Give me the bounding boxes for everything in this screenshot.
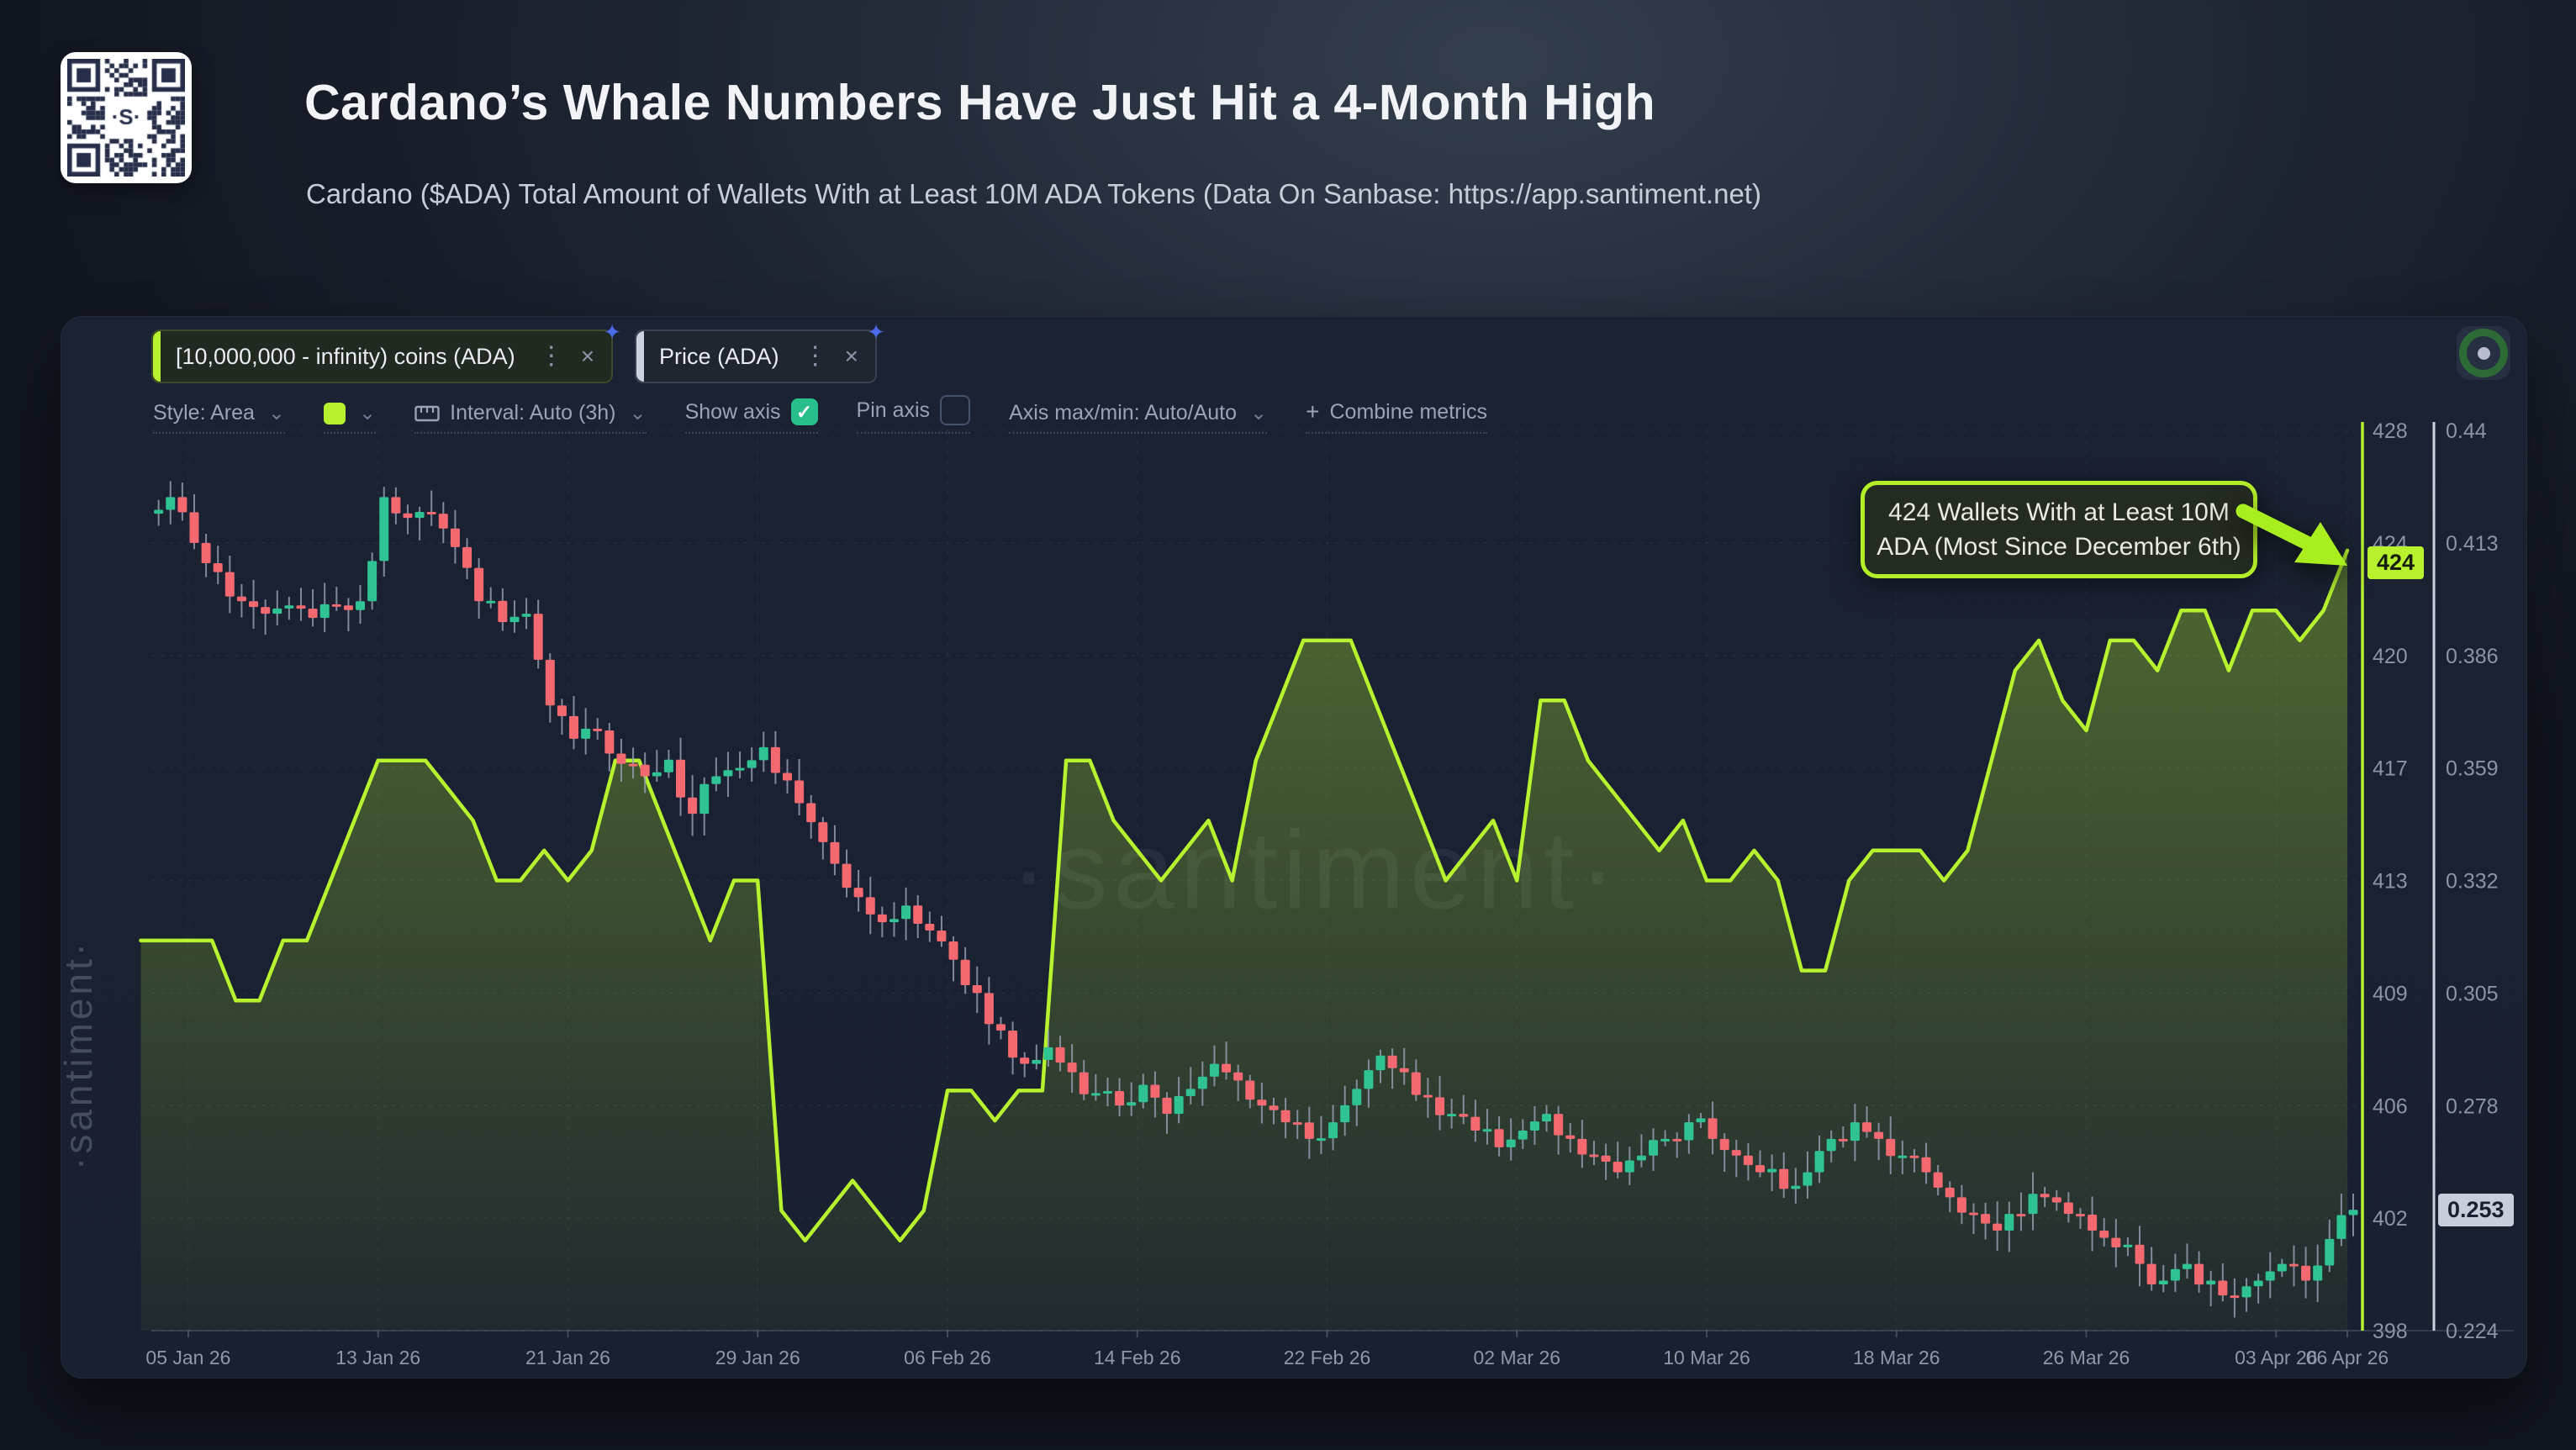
candlestick-series-price <box>154 481 2358 1318</box>
svg-text:398: 398 <box>2373 1320 2408 1343</box>
show-axis-label: Show axis <box>684 399 781 424</box>
svg-text:0.278: 0.278 <box>2446 1094 2499 1118</box>
svg-text:428: 428 <box>2373 419 2408 443</box>
svg-text:10 Mar 26: 10 Mar 26 <box>1663 1347 1750 1368</box>
annotation-line1: 424 Wallets With at Least 10M <box>1888 498 2230 526</box>
chip-close-icon[interactable]: × <box>844 343 858 369</box>
chip-menu-icon[interactable]: ⋮ <box>802 342 828 370</box>
metric-chip-label: Price (ADA) <box>659 343 779 369</box>
svg-text:0.44: 0.44 <box>2446 419 2487 443</box>
checkbox-unchecked-icon[interactable] <box>940 395 971 425</box>
svg-text:406: 406 <box>2373 1094 2408 1118</box>
svg-text:18 Mar 26: 18 Mar 26 <box>1853 1347 1940 1368</box>
svg-text:417: 417 <box>2373 757 2408 781</box>
date-axis-labels: 05 Jan 26 13 Jan 26 21 Jan 26 29 Jan 26 06 F… <box>145 1331 2389 1368</box>
svg-text:0.359: 0.359 <box>2446 757 2499 781</box>
sparkle-icon: ✦ <box>867 319 885 345</box>
svg-text:413: 413 <box>2373 870 2408 894</box>
live-ring-icon <box>2459 329 2508 377</box>
pin-axis-toggle[interactable]: Pin axis <box>856 395 971 434</box>
svg-text:02 Mar 26: 02 Mar 26 <box>1473 1347 1560 1368</box>
metric-chip-price[interactable]: Price (ADA) ⋮ × ✦ <box>635 319 885 383</box>
axis-maxmin-dropdown[interactable]: Axis max/min: Auto/Auto ⌄ <box>1009 401 1268 434</box>
metric-chip-wallets[interactable]: [10,000,000 - infinity) coins (ADA) ⋮ × … <box>151 319 621 383</box>
svg-text:14 Feb 26: 14 Feb 26 <box>1094 1347 1181 1368</box>
svg-text:03 Apr 26: 03 Apr 26 <box>2235 1347 2317 1368</box>
combine-metrics-button[interactable]: + Combine metrics <box>1306 398 1488 434</box>
svg-text:26 Mar 26: 26 Mar 26 <box>2043 1347 2130 1368</box>
svg-text:29 Jan 26: 29 Jan 26 <box>715 1347 800 1368</box>
chevron-down-icon: ⌄ <box>359 402 377 424</box>
svg-text:0.413: 0.413 <box>2446 532 2499 556</box>
metric-chip-label: [10,000,000 - infinity) coins (ADA) <box>176 343 515 369</box>
svg-text:0.224: 0.224 <box>2446 1320 2499 1343</box>
ruler-icon <box>414 405 440 421</box>
chip-menu-icon[interactable]: ⋮ <box>538 342 564 370</box>
qr-pattern <box>67 59 185 177</box>
sparkle-icon: ✦ <box>603 319 622 345</box>
live-indicator-button[interactable] <box>2457 326 2510 380</box>
checkbox-checked-icon[interactable]: ✓ <box>790 398 818 425</box>
svg-text:22 Feb 26: 22 Feb 26 <box>1284 1347 1371 1368</box>
page-subtitle: Cardano ($ADA) Total Amount of Wallets W… <box>306 178 1761 209</box>
color-swatch <box>324 402 346 424</box>
svg-text:409: 409 <box>2373 982 2408 1005</box>
pin-axis-label: Pin axis <box>856 398 931 422</box>
annotation-line2: ADA (Most Since December 6th) <box>1877 533 2241 561</box>
price-axis-labels: 0.440.4130.3860.3590.3320.3050.2780.2510… <box>2446 419 2499 1343</box>
current-wallets-badge: 424 <box>2367 546 2425 579</box>
chevron-down-icon: ⌄ <box>267 402 286 424</box>
chip-accent-bar <box>153 331 161 382</box>
axes[interactable] <box>151 422 2514 1331</box>
svg-text:0.386: 0.386 <box>2446 645 2499 668</box>
interval-label: Interval: Auto (3h) <box>450 401 616 424</box>
show-axis-toggle[interactable]: Show axis ✓ <box>684 398 818 434</box>
svg-text:06 Feb 26: 06 Feb 26 <box>904 1347 991 1368</box>
color-dropdown[interactable]: ⌄ <box>324 401 377 434</box>
chart-toolbar: Style: Area ⌄ ⌄ Interval: Auto (3h) ⌄ Sh… <box>153 395 1488 434</box>
style-dropdown[interactable]: Style: Area ⌄ <box>153 401 286 434</box>
axis-maxmin-label: Axis max/min: Auto/Auto <box>1009 401 1238 424</box>
metric-chip-row: [10,000,000 - infinity) coins (ADA) ⋮ × … <box>151 319 885 383</box>
live-dot-icon <box>2477 346 2490 360</box>
plus-icon: + <box>1306 398 1320 424</box>
svg-text:402: 402 <box>2373 1207 2408 1231</box>
svg-text:05 Jan 26: 05 Jan 26 <box>145 1347 230 1368</box>
svg-text:13 Jan 26: 13 Jan 26 <box>335 1347 420 1368</box>
svg-text:06 Apr 26: 06 Apr 26 <box>2306 1347 2389 1368</box>
chip-close-icon[interactable]: × <box>580 343 595 369</box>
interval-dropdown[interactable]: Interval: Auto (3h) ⌄ <box>414 401 647 434</box>
style-label: Style: Area <box>153 401 255 424</box>
annotation-callout: 424 Wallets With at Least 10M ADA (Most … <box>1861 481 2257 578</box>
chevron-down-icon: ⌄ <box>1250 402 1268 424</box>
chevron-down-icon: ⌄ <box>629 402 647 424</box>
page-title: Cardano’s Whale Numbers Have Just Hit a … <box>304 75 1656 130</box>
svg-text:420: 420 <box>2373 645 2408 668</box>
svg-text:0.305: 0.305 <box>2446 982 2499 1005</box>
qr-code <box>61 52 192 183</box>
chip-accent-bar <box>636 331 645 382</box>
svg-text:0.332: 0.332 <box>2446 870 2499 894</box>
current-price-badge: 0.253 <box>2438 1194 2514 1226</box>
area-series-wallets <box>139 548 2350 1331</box>
svg-text:21 Jan 26: 21 Jan 26 <box>525 1347 610 1368</box>
combine-metrics-label: Combine metrics <box>1329 399 1488 424</box>
